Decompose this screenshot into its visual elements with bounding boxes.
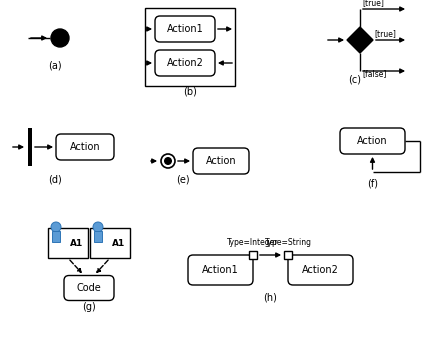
FancyBboxPatch shape <box>64 276 114 301</box>
Text: (h): (h) <box>264 292 277 302</box>
Polygon shape <box>52 231 60 242</box>
Bar <box>48 228 88 258</box>
Text: Type=Integer: Type=Integer <box>227 238 279 247</box>
Text: A1: A1 <box>70 239 83 247</box>
Polygon shape <box>94 231 102 242</box>
Text: (b): (b) <box>183 87 197 97</box>
Text: [true]: [true] <box>362 0 384 7</box>
Text: Action2: Action2 <box>167 58 203 68</box>
Text: (c): (c) <box>348 74 362 84</box>
Text: Action2: Action2 <box>302 265 339 275</box>
Bar <box>90 228 130 258</box>
Text: (f): (f) <box>367 178 378 188</box>
Text: A1: A1 <box>112 239 125 247</box>
FancyBboxPatch shape <box>56 134 114 160</box>
Bar <box>145 8 235 86</box>
Text: Code: Code <box>77 283 101 293</box>
Text: (d): (d) <box>48 174 62 184</box>
Text: [false]: [false] <box>362 69 386 78</box>
FancyBboxPatch shape <box>155 16 215 42</box>
Text: Type=String: Type=String <box>265 238 311 247</box>
Bar <box>28 128 32 166</box>
Text: Action1: Action1 <box>202 265 239 275</box>
Bar <box>284 251 292 259</box>
FancyBboxPatch shape <box>193 148 249 174</box>
Circle shape <box>51 29 69 47</box>
Circle shape <box>161 154 175 168</box>
Text: Action: Action <box>206 156 236 166</box>
Bar <box>249 251 257 259</box>
FancyBboxPatch shape <box>155 50 215 76</box>
Circle shape <box>51 222 61 232</box>
Text: Action: Action <box>70 142 100 152</box>
Text: Action1: Action1 <box>167 24 203 34</box>
Polygon shape <box>347 27 373 53</box>
FancyBboxPatch shape <box>188 255 253 285</box>
Text: [true]: [true] <box>374 29 396 38</box>
Circle shape <box>93 222 103 232</box>
FancyBboxPatch shape <box>288 255 353 285</box>
Circle shape <box>164 157 172 165</box>
Text: (a): (a) <box>48 60 62 70</box>
FancyBboxPatch shape <box>340 128 405 154</box>
Text: (g): (g) <box>82 302 96 313</box>
Text: Action: Action <box>357 136 388 146</box>
Text: (e): (e) <box>176 174 190 184</box>
